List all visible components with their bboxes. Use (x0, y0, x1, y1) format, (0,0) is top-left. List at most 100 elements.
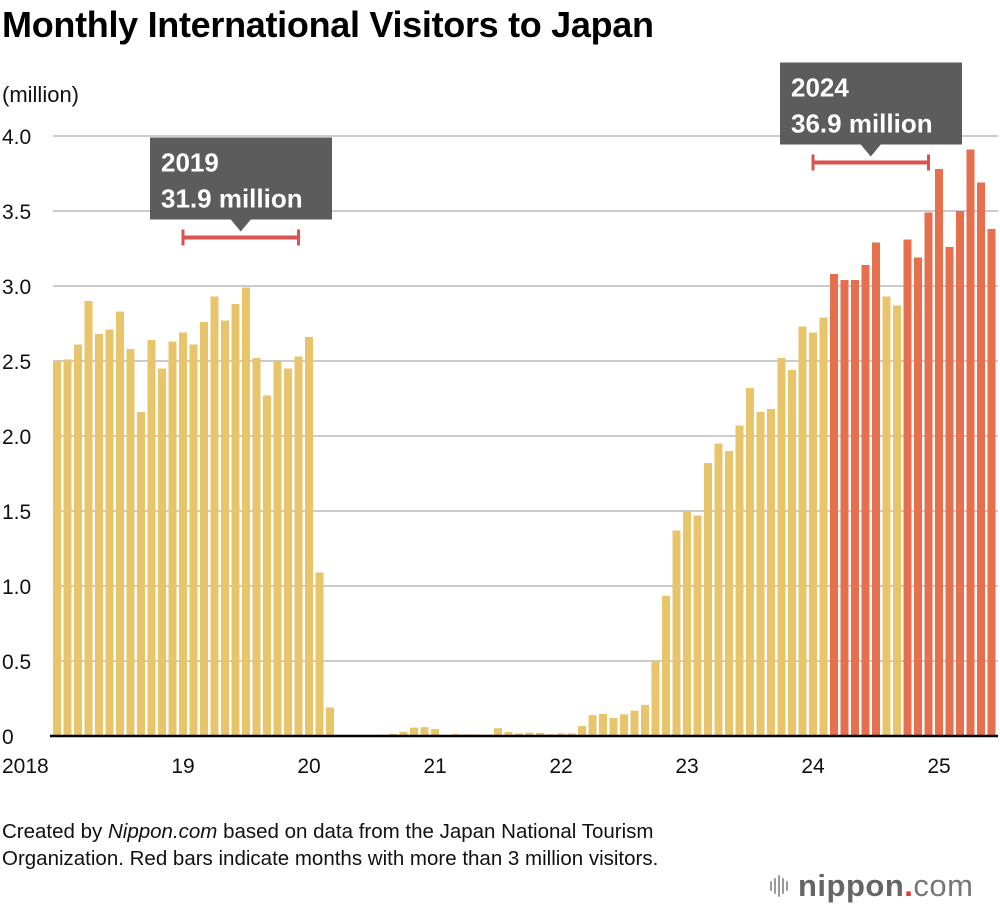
bar (893, 305, 901, 736)
bar (567, 733, 576, 736)
logo-dot: . (904, 868, 914, 903)
source-note-suffix: based on data from the Japan National To… (2, 820, 659, 870)
y-tick-label: 2.0 (2, 426, 31, 449)
source-name: Nippon.com (107, 820, 218, 843)
bar (630, 710, 639, 736)
bar (746, 388, 754, 736)
x-tick-label: 21 (423, 755, 446, 778)
bar (168, 341, 177, 736)
bar (777, 358, 786, 736)
bar (798, 326, 807, 736)
y-tick-label: 2.5 (2, 351, 31, 374)
bar (651, 661, 660, 736)
callout-total: 36.9 million (791, 109, 933, 139)
bar (872, 242, 880, 736)
x-tick-label: 22 (549, 755, 572, 778)
bar (672, 530, 681, 736)
bar (116, 311, 124, 736)
bar (735, 425, 744, 736)
source-note-prefix: Created by (2, 820, 108, 843)
bar (504, 732, 513, 736)
y-tick-label: 0.5 (2, 651, 31, 674)
bar (515, 733, 523, 736)
bar (137, 412, 145, 736)
bar (683, 511, 691, 736)
bar (95, 334, 103, 736)
bar (126, 349, 135, 736)
bar (977, 182, 985, 736)
x-tick-label: 20 (297, 755, 320, 778)
bar (714, 443, 723, 736)
bar (830, 274, 838, 736)
bar (536, 732, 544, 736)
bar (924, 212, 933, 736)
x-tick-label: 2018 (2, 755, 49, 778)
bar (525, 732, 534, 736)
y-tick-label: 1.0 (2, 576, 31, 599)
bar (231, 304, 240, 736)
bar (263, 395, 271, 736)
x-tick-label: 25 (927, 755, 950, 778)
bar (252, 358, 261, 736)
bar (431, 729, 439, 736)
logo-wordmark: nippon.com (798, 868, 974, 904)
bar (756, 412, 765, 736)
bar (221, 320, 229, 736)
annotation-callout: 2019 31.9 million (150, 137, 332, 246)
x-tick-label: 19 (171, 755, 194, 778)
bar (557, 733, 565, 736)
bar (63, 359, 72, 736)
annotations: 2019 31.9 million 2024 36.9 million (150, 62, 962, 246)
nippon-logo: nippon.com (770, 866, 974, 906)
callout-pointer (860, 144, 881, 157)
bar (725, 451, 733, 736)
callout-box (780, 62, 962, 145)
bar (588, 715, 597, 736)
bars (53, 149, 996, 736)
bar (662, 595, 670, 736)
bar (767, 409, 775, 736)
bar (294, 356, 303, 736)
bar (242, 287, 250, 736)
bar (273, 361, 282, 736)
bar (284, 368, 292, 736)
logo-name: nippon (798, 868, 905, 903)
bar (851, 280, 859, 736)
callout-box (150, 137, 332, 220)
bar (693, 515, 702, 736)
x-axis-tick-labels: 2018 19 20 21 22 23 24 25 (2, 755, 951, 778)
y-tick-label: 0 (2, 726, 14, 749)
bar-chart: 0 0.5 1.0 1.5 2.0 2.5 3.0 3.5 4.0 2018 19 20 21 22 23… (2, 62, 998, 778)
bar (987, 229, 996, 736)
bar (189, 344, 198, 736)
bar (210, 296, 219, 736)
bar (74, 344, 82, 736)
callout-year: 2019 (161, 148, 219, 178)
bar (53, 361, 61, 736)
annotation-callout: 2024 36.9 million (780, 62, 962, 171)
bar (641, 704, 649, 736)
x-tick-label: 24 (801, 755, 825, 778)
bar (945, 247, 954, 736)
bar (147, 340, 156, 736)
bar (158, 368, 166, 736)
bar (956, 211, 964, 736)
bar (105, 329, 114, 736)
bar (305, 337, 313, 736)
chart-title: Monthly International Visitors to Japan (2, 4, 654, 45)
bar (84, 301, 93, 736)
bar (882, 296, 891, 736)
bar (840, 280, 849, 736)
bar (200, 322, 208, 736)
callout-total: 31.9 million (161, 184, 303, 214)
bar (599, 713, 607, 736)
y-tick-label: 4.0 (2, 126, 31, 149)
callout-pointer (230, 219, 251, 232)
bar (315, 572, 324, 736)
y-axis-tick-labels: 0 0.5 1.0 1.5 2.0 2.5 3.0 3.5 4.0 (2, 126, 31, 749)
bar (704, 463, 712, 736)
logo-tld: com (913, 868, 974, 903)
bar (966, 149, 975, 736)
bar (494, 728, 502, 736)
y-axis-unit-label: (million) (2, 82, 79, 107)
